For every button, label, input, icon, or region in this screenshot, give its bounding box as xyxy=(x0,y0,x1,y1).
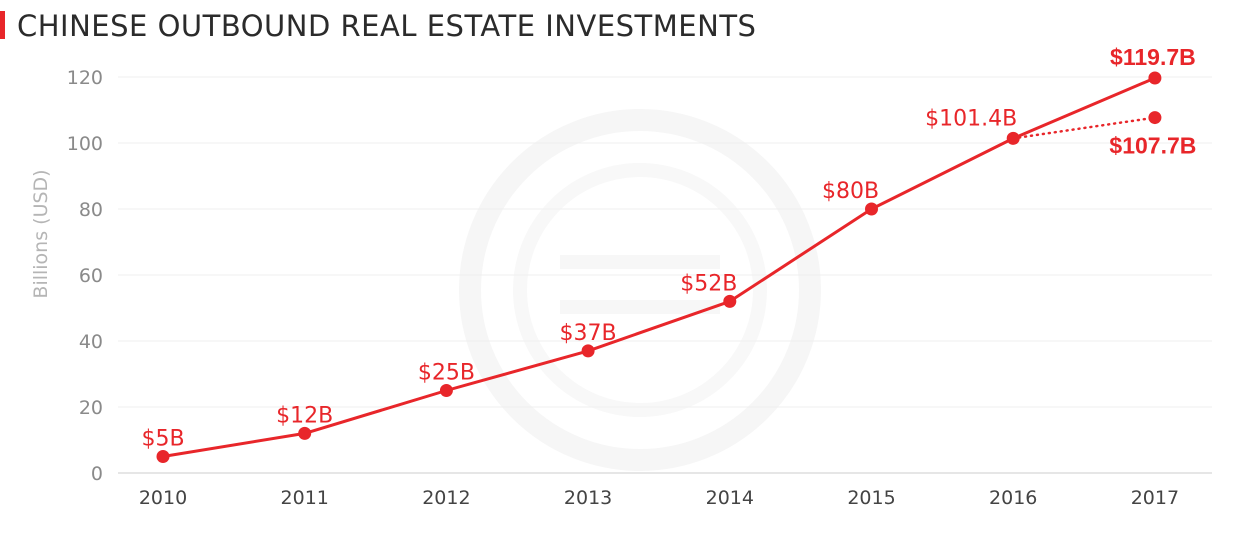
title-accent-bar xyxy=(0,11,5,39)
watermark-inner-ring xyxy=(513,163,767,417)
y-tick-label: 60 xyxy=(79,265,103,287)
data-label: $119.7B xyxy=(1110,44,1196,70)
series-line xyxy=(161,76,1157,458)
x-tick-label: 2017 xyxy=(1131,487,1179,509)
y-tick-label: 120 xyxy=(67,67,103,89)
data-point xyxy=(298,426,312,440)
data-label: $37B xyxy=(560,321,617,346)
watermark-bar xyxy=(560,300,720,314)
data-label: $80B xyxy=(822,179,879,204)
data-point xyxy=(581,344,595,358)
data-label: $12B xyxy=(276,403,333,428)
series-line-projection xyxy=(1011,116,1157,140)
data-label: $52B xyxy=(680,271,737,296)
data-point xyxy=(1148,111,1162,125)
watermark-bar xyxy=(560,255,720,269)
x-tick-label: 2011 xyxy=(281,487,329,509)
data-label: $107.7B xyxy=(1109,133,1196,159)
x-tick-label: 2016 xyxy=(989,487,1037,509)
data-point xyxy=(1006,131,1020,145)
y-tick-label: 80 xyxy=(79,199,103,221)
y-tick-label: 40 xyxy=(79,331,103,353)
y-axis-label: Billions (USD) xyxy=(30,169,52,298)
x-tick-label: 2013 xyxy=(564,487,612,509)
watermark-logo xyxy=(459,109,821,471)
data-point xyxy=(723,294,737,308)
chart-title: CHINESE OUTBOUND REAL ESTATE INVESTMENTS xyxy=(17,9,757,43)
x-tick-label: 2010 xyxy=(139,487,187,509)
x-tick-label: 2012 xyxy=(422,487,470,509)
data-label: $101.4B xyxy=(925,106,1017,131)
watermark-ring xyxy=(459,109,821,471)
y-tick-label: 100 xyxy=(67,133,103,155)
data-label: $25B xyxy=(418,361,475,386)
data-point xyxy=(1148,71,1162,85)
data-point xyxy=(156,450,170,463)
data-label: $5B xyxy=(141,427,184,452)
x-tick-label: 2014 xyxy=(706,487,754,509)
x-tick-label: 2015 xyxy=(847,487,895,509)
data-point xyxy=(439,384,453,397)
y-tick-label: 0 xyxy=(91,463,103,485)
y-tick-label: 20 xyxy=(79,397,103,419)
data-point xyxy=(865,202,878,216)
